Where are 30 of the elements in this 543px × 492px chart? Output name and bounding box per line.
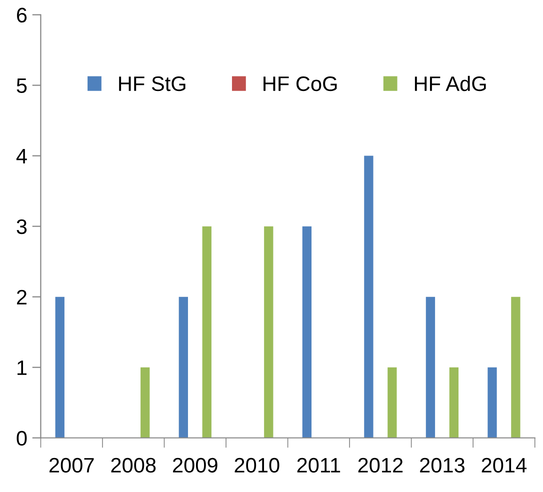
y-tick-label: 6 xyxy=(17,8,27,23)
legend-label: HF CoG xyxy=(264,76,337,92)
bar xyxy=(264,226,274,438)
y-tick-label: 3 xyxy=(16,219,27,234)
y-tick-label: 4 xyxy=(16,149,27,164)
legend-label: HF AdG xyxy=(414,76,486,92)
bar xyxy=(55,296,64,438)
bar xyxy=(202,226,212,438)
x-tick-label: 2013 xyxy=(420,458,464,473)
x-tick-label: 2009 xyxy=(173,458,218,473)
x-tick-label: 2012 xyxy=(358,458,403,473)
x-tick-label: 2007 xyxy=(49,458,94,473)
y-tick-label: 5 xyxy=(16,78,27,94)
x-tick-label: 2011 xyxy=(297,458,340,473)
bar xyxy=(426,296,436,438)
bar xyxy=(364,156,374,438)
bar xyxy=(388,367,397,438)
bar xyxy=(302,226,312,438)
x-tick-label: 2014 xyxy=(482,458,527,473)
x-tick-label: 2008 xyxy=(111,458,156,473)
legend-label: HF StG xyxy=(119,76,186,92)
y-tick-label: 0 xyxy=(16,430,27,446)
bar xyxy=(511,296,520,438)
y-tick-label: 1 xyxy=(18,360,27,375)
x-tick-label: 2010 xyxy=(234,458,280,473)
bar xyxy=(178,296,188,438)
bar xyxy=(449,367,459,438)
bar xyxy=(488,367,497,438)
y-tick-label: 2 xyxy=(16,290,26,304)
bar xyxy=(140,367,150,438)
